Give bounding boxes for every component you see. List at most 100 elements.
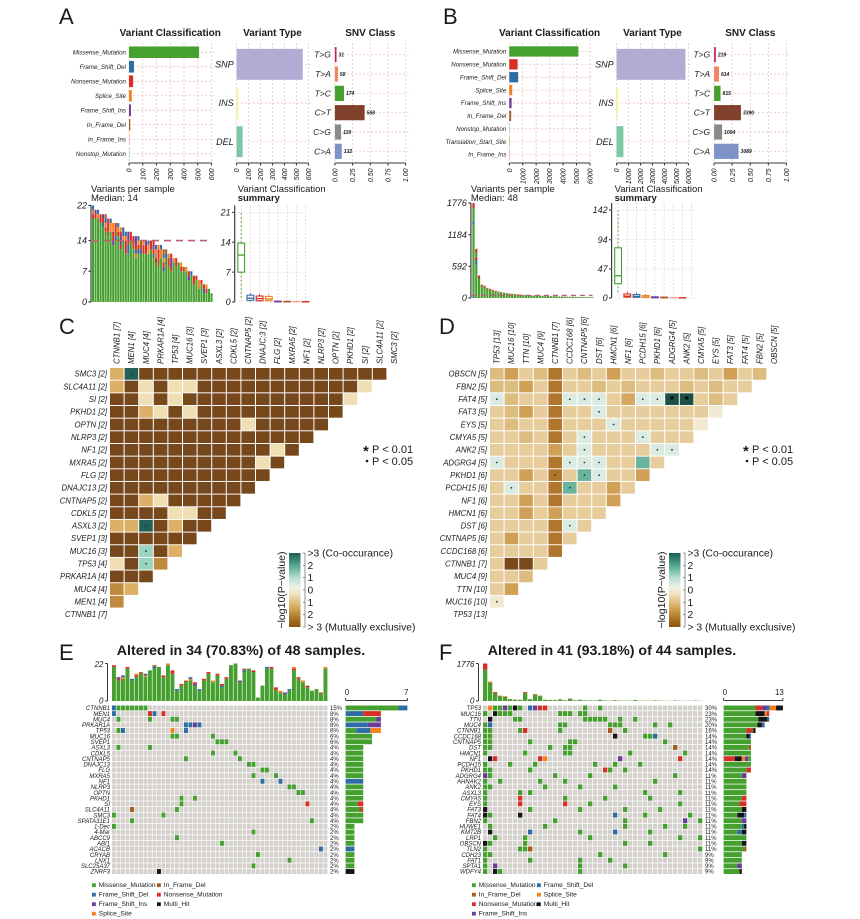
svg-text:1004: 1004 [724, 130, 735, 136]
svg-text:CMYA5: CMYA5 [461, 796, 482, 802]
svg-text:3390: 3390 [743, 110, 754, 116]
svg-text:0: 0 [226, 297, 231, 307]
svg-text:0.25: 0.25 [350, 168, 357, 182]
svg-text:4%: 4% [330, 774, 339, 780]
svg-text:TP53 [4]: TP53 [4] [78, 560, 108, 569]
svg-text:MUC16 [10]: MUC16 [10] [445, 598, 487, 607]
svg-text:EYS [5]: EYS [5] [461, 420, 488, 429]
svg-text:4%: 4% [330, 746, 339, 752]
svg-text:23%: 23% [705, 712, 718, 718]
svg-text:8%: 8% [330, 717, 339, 723]
svg-text:NLRP3: NLRP3 [91, 785, 111, 791]
svg-text:11%: 11% [705, 791, 717, 797]
svg-text:14%: 14% [705, 734, 718, 740]
svg-text:0: 0 [614, 168, 621, 172]
svg-text:MUC16: MUC16 [461, 712, 482, 718]
svg-text:DST: DST [469, 746, 482, 752]
svg-text:In_Frame_Del: In_Frame_Del [87, 122, 127, 129]
svg-text:C>G: C>G [692, 127, 710, 137]
svg-text:Variant Classification: Variant Classification [615, 184, 703, 195]
svg-text:1-Dec: 1-Dec [94, 825, 110, 831]
svg-text:SLC4A11 [2]: SLC4A11 [2] [375, 320, 384, 364]
svg-text:14%: 14% [705, 746, 718, 752]
svg-text:Variant Classification: Variant Classification [120, 28, 221, 39]
svg-text:Altered in 41 (93.18%) of 44 s: Altered in 41 (93.18%) of 44 samples. [488, 643, 736, 659]
svg-text:0: 0 [345, 688, 350, 697]
svg-text:4%: 4% [330, 819, 339, 825]
svg-text:PRKAR1A [4]: PRKAR1A [4] [156, 316, 165, 364]
svg-text:NF1 [2]: NF1 [2] [302, 338, 311, 364]
svg-text:FAT3: FAT3 [467, 808, 481, 814]
svg-text:FAT3 [5]: FAT3 [5] [726, 334, 735, 364]
svg-text:2%: 2% [330, 847, 339, 853]
svg-text:PKHD1: PKHD1 [90, 796, 110, 802]
svg-text:Nonstop_Mutation: Nonstop_Mutation [456, 126, 507, 133]
svg-text:Frame_Shift_Del: Frame_Shift_Del [80, 64, 127, 71]
svg-text:*: * [743, 443, 749, 460]
svg-text:FAT4 [5]: FAT4 [5] [458, 395, 488, 404]
svg-text:DEL: DEL [216, 137, 234, 147]
svg-text:ANK2 [5]: ANK2 [5] [455, 446, 488, 455]
svg-text:14: 14 [221, 237, 231, 247]
svg-text:Multi_Hit: Multi_Hit [544, 901, 570, 908]
svg-text:PCDH15 [6]: PCDH15 [6] [445, 484, 487, 493]
svg-text:300: 300 [168, 168, 175, 180]
svg-text:DST [6]: DST [6] [595, 337, 604, 364]
svg-text:SPTA1: SPTA1 [462, 864, 481, 870]
svg-text:CRYAB: CRYAB [90, 853, 110, 859]
svg-text:8%: 8% [330, 723, 339, 729]
svg-text:SI [2]: SI [2] [361, 345, 370, 364]
svg-text:FBN2: FBN2 [466, 819, 482, 825]
svg-text:CNTNAP5 [6]: CNTNAP5 [6] [580, 316, 589, 364]
svg-text:>3 (Co-occurance): >3 (Co-occurance) [688, 549, 774, 560]
svg-text:6%: 6% [330, 740, 339, 746]
svg-text:Nonsense_Mutation: Nonsense_Mutation [71, 78, 127, 85]
svg-text:ASXL3: ASXL3 [461, 791, 481, 797]
svg-text:TP53 [4]: TP53 [4] [171, 334, 180, 364]
svg-text:TP53 [13]: TP53 [13] [493, 329, 502, 364]
svg-text:TP53: TP53 [467, 706, 482, 712]
svg-text:SLC4A11 [2]: SLC4A11 [2] [63, 382, 107, 391]
svg-text:HMCN1 [6]: HMCN1 [6] [448, 509, 487, 518]
svg-text:FLG: FLG [98, 768, 110, 774]
svg-text:0: 0 [470, 697, 475, 706]
svg-text:94: 94 [598, 235, 608, 245]
svg-text:>3 (Co-occurance): >3 (Co-occurance) [308, 549, 394, 560]
svg-text:11%: 11% [705, 813, 717, 819]
svg-text:Splice_Site: Splice_Site [95, 93, 127, 100]
svg-text:1.00: 1.00 [784, 168, 791, 182]
svg-text:6000: 6000 [686, 168, 693, 184]
svg-text:MUC4: MUC4 [93, 717, 111, 723]
svg-text:CDH23: CDH23 [461, 853, 481, 859]
svg-text:14%: 14% [705, 740, 718, 746]
svg-text:CTNNB1: CTNNB1 [86, 706, 110, 712]
svg-text:400: 400 [282, 168, 289, 180]
svg-text:C>G: C>G [313, 127, 331, 137]
svg-text:4%: 4% [330, 813, 339, 819]
svg-text:DNAJC13 [2]: DNAJC13 [2] [62, 484, 108, 493]
svg-text:2%: 2% [330, 836, 339, 842]
svg-text:1.00: 1.00 [403, 168, 410, 182]
svg-text:FLG [2]: FLG [2] [273, 337, 282, 364]
svg-text:592: 592 [452, 262, 467, 272]
svg-text:Nonsense_Mutation: Nonsense_Mutation [164, 892, 223, 899]
svg-text:OPTN: OPTN [93, 791, 110, 797]
svg-text:OBSCN: OBSCN [460, 842, 482, 848]
svg-text:600: 600 [306, 168, 313, 180]
svg-text:2%: 2% [330, 825, 339, 831]
svg-text:ABI1: ABI1 [96, 842, 110, 848]
svg-text:Frame_Shift_Del: Frame_Shift_Del [544, 882, 594, 889]
svg-text:CMYA5 [5]: CMYA5 [5] [697, 326, 706, 364]
svg-text:NF1: NF1 [470, 757, 481, 763]
svg-text:CTNNB1 [7]: CTNNB1 [7] [551, 321, 560, 364]
svg-text:INS: INS [599, 98, 614, 108]
svg-text:100: 100 [140, 168, 147, 180]
svg-text:PRKAR1A [4]: PRKAR1A [4] [60, 572, 108, 581]
svg-text:T>A: T>A [315, 69, 331, 79]
svg-text:PKHD1 [6]: PKHD1 [6] [653, 326, 662, 364]
svg-text:SMC3: SMC3 [93, 813, 110, 819]
svg-text:9%: 9% [705, 858, 714, 864]
svg-text:200: 200 [154, 168, 161, 181]
svg-text:14%: 14% [705, 757, 718, 763]
svg-text:PKHD1 [6]: PKHD1 [6] [450, 471, 488, 480]
